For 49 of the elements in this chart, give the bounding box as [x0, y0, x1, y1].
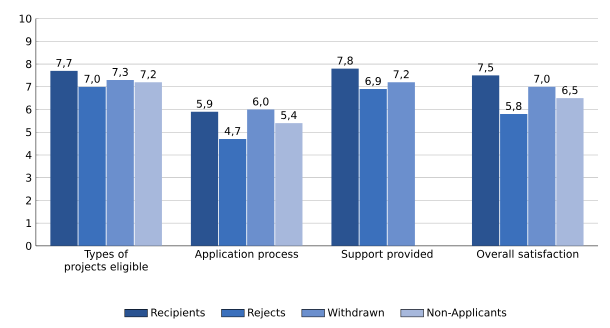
x-tick-label: Types of projects eligible	[64, 250, 148, 272]
y-tick-label: 7	[26, 82, 32, 91]
bar	[134, 82, 162, 246]
bar	[190, 112, 218, 246]
data-label: 6,0	[253, 97, 268, 106]
bar	[556, 98, 584, 246]
y-tick-label: 9	[26, 37, 32, 46]
bar	[331, 68, 359, 246]
data-label: 7,5	[478, 63, 494, 72]
bar	[388, 82, 415, 246]
data-label: 7,3	[112, 68, 128, 77]
data-label: 7,0	[534, 74, 550, 84]
x-tick-label: Overall satisfaction	[477, 250, 578, 258]
data-label: 7,8	[337, 56, 353, 66]
data-label: 5,8	[506, 102, 522, 111]
data-label: 7,2	[394, 70, 409, 80]
y-tick-label: 2	[26, 196, 32, 204]
data-label: 4,7	[224, 127, 240, 136]
y-tick-label: 8	[26, 60, 32, 68]
bar	[78, 86, 106, 246]
legend-label: Non-Applicants	[428, 308, 506, 318]
bar	[50, 70, 78, 246]
y-tick-label: 1	[26, 219, 32, 227]
data-label: 5,4	[281, 111, 297, 120]
bar	[219, 138, 246, 246]
x-tick-label: Application process	[194, 250, 298, 260]
legend-label: Withdrawn	[328, 308, 384, 316]
y-tick-label: 0	[26, 242, 32, 250]
data-label: 6,9	[365, 76, 381, 86]
y-tick-label: 6	[26, 105, 32, 114]
data-label: 7,0	[84, 74, 100, 84]
y-tick-label: 10	[20, 14, 32, 22]
data-label: 6,5	[562, 86, 578, 96]
bar	[275, 123, 302, 246]
bar	[472, 75, 500, 246]
y-tick-label: 5	[26, 128, 32, 136]
bar	[500, 114, 528, 246]
bar	[106, 80, 134, 246]
y-tick-label: 3	[26, 174, 32, 182]
bar	[528, 86, 556, 246]
bar	[247, 109, 274, 246]
data-label: 7,2	[140, 70, 156, 80]
data-label: 7,7	[56, 58, 72, 68]
bar	[360, 88, 387, 246]
legend-label: Rejects	[248, 308, 286, 318]
data-label: 5,9	[196, 100, 212, 109]
legend-label: Recipients	[151, 308, 205, 318]
y-tick-label: 4	[26, 150, 32, 159]
x-tick-label: Support provided	[342, 250, 432, 260]
